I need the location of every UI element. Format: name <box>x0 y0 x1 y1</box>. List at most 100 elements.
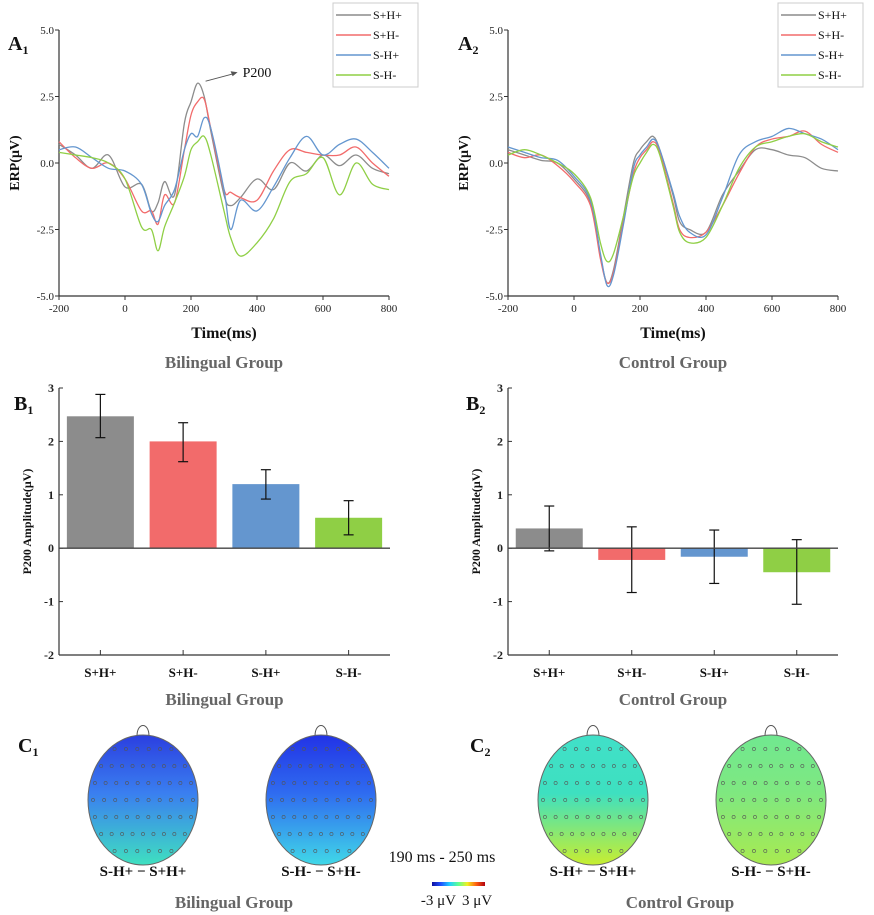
electrode-dot <box>769 832 773 836</box>
electrode-dot <box>340 832 344 836</box>
y-tick-label: 0.0 <box>489 158 503 170</box>
electrode-dot <box>191 798 195 802</box>
x-tick-label: 600 <box>315 303 332 315</box>
legend-label: S-H- <box>373 68 396 82</box>
electrode-dot <box>93 815 97 819</box>
electrode-dot <box>629 798 634 802</box>
electrode-dot <box>763 781 768 785</box>
panel-letter: A <box>8 33 23 55</box>
topomap-group-0: S-H+ − S+H+ S-H- − S+H- Bilingual Group <box>87 725 377 912</box>
legend-label: S+H- <box>818 28 844 42</box>
electrode-dot <box>574 747 578 751</box>
contrast-label: S-H+ − S+H+ <box>100 864 187 880</box>
category-label: S-H- <box>336 665 362 680</box>
electrode-dot <box>553 815 558 819</box>
electrode-dot <box>124 747 128 751</box>
legend-box <box>777 2 864 88</box>
electrode-dot <box>612 764 616 768</box>
series-line-S-H- <box>507 132 839 263</box>
electrode-dot <box>608 849 612 853</box>
electrode-dot <box>731 781 736 785</box>
electrode-dot <box>271 781 275 785</box>
electrode-dot <box>779 764 784 768</box>
electrode-dot <box>800 764 805 768</box>
electrode-dot <box>737 764 742 768</box>
panel-letter: C <box>470 735 484 757</box>
colorbar-min-label: -3 μV <box>421 893 456 909</box>
electrode-dot <box>356 781 361 785</box>
electrode-dot <box>319 764 323 768</box>
y-tick-label: -2.5 <box>486 225 504 237</box>
electrode-dot <box>113 798 118 802</box>
electrode-dot <box>120 832 124 836</box>
electrode-dot <box>797 747 802 751</box>
x-tick-label: 0 <box>122 303 128 315</box>
electrode-dot <box>619 849 624 853</box>
legend-label: S+H+ <box>373 8 402 22</box>
legend-label: S+H+ <box>818 8 847 22</box>
electrode-dot <box>124 849 128 853</box>
electrode-dot <box>753 781 757 785</box>
electrode-dot <box>269 798 273 802</box>
y-tick-label: 0 <box>497 541 503 555</box>
y-tick-label: 3 <box>48 381 54 395</box>
electrode-dot <box>182 832 187 836</box>
electrode-dot <box>585 849 590 853</box>
electrode-dot <box>146 747 151 751</box>
electrode-dot <box>795 781 800 785</box>
erp-chart-A1: -5.0 -2.5 0.0 2.5 5.0 -200 0 200 400 600 800 ERP(μV… <box>8 2 419 372</box>
electrode-dot <box>324 798 329 802</box>
panel-label: B1 <box>14 393 33 417</box>
electrode-dot <box>585 798 590 802</box>
electrode-dot <box>570 832 574 836</box>
electrode-dot <box>596 815 601 819</box>
electrode-dot <box>168 798 173 802</box>
electrode-dot <box>93 781 97 785</box>
y-axis-label: ERP(μV) <box>8 135 23 191</box>
electrode-dot <box>291 798 296 802</box>
electrode-dot <box>617 815 622 819</box>
electrode-dot <box>564 781 569 785</box>
y-tick-label: -2 <box>493 648 503 662</box>
y-axis-label: P200 Amplitude(μV) <box>20 469 34 575</box>
scalp-map <box>265 734 377 866</box>
panel-subscript: 2 <box>479 403 485 417</box>
electrode-dot <box>367 815 371 819</box>
electrode-dot <box>596 781 601 785</box>
electrode-dot <box>347 747 352 751</box>
electrode-dot <box>612 832 616 836</box>
series-line-S-H+ <box>507 127 839 288</box>
group-label: Bilingual Group <box>165 690 283 709</box>
electrode-dot <box>810 764 815 768</box>
electrode-dot <box>112 849 117 853</box>
electrode-dot <box>313 849 318 853</box>
electrode-dot <box>146 815 151 819</box>
electrode-dot <box>308 764 313 768</box>
electrode-dot <box>324 747 329 751</box>
electrode-dot <box>763 798 768 802</box>
electrode-dot <box>292 815 297 819</box>
electrode-dot <box>109 832 114 836</box>
electrode-dot <box>819 798 823 802</box>
topomap-head <box>87 725 199 866</box>
electrode-dot <box>350 832 355 836</box>
electrode-dot <box>553 781 558 785</box>
y-tick-label: -1 <box>44 595 54 609</box>
electrode-dot <box>796 798 801 802</box>
electrode-dot <box>313 781 318 785</box>
panel-letter: B <box>466 393 479 415</box>
electrode-dot <box>763 849 768 853</box>
electrode-dot <box>639 781 643 785</box>
electrode-dot <box>167 781 172 785</box>
electrode-dot <box>182 764 187 768</box>
electrode-dot <box>151 764 156 768</box>
x-axis-label: Time(ms) <box>191 325 256 342</box>
electrode-dot <box>345 781 350 785</box>
y-tick-label: -2.5 <box>37 225 55 237</box>
electrode-dot <box>559 764 564 768</box>
electrode-dot <box>350 764 355 768</box>
electrode-dot <box>290 747 295 751</box>
electrode-dot <box>575 781 579 785</box>
electrode-dot <box>559 832 564 836</box>
electrode-dot <box>162 764 166 768</box>
